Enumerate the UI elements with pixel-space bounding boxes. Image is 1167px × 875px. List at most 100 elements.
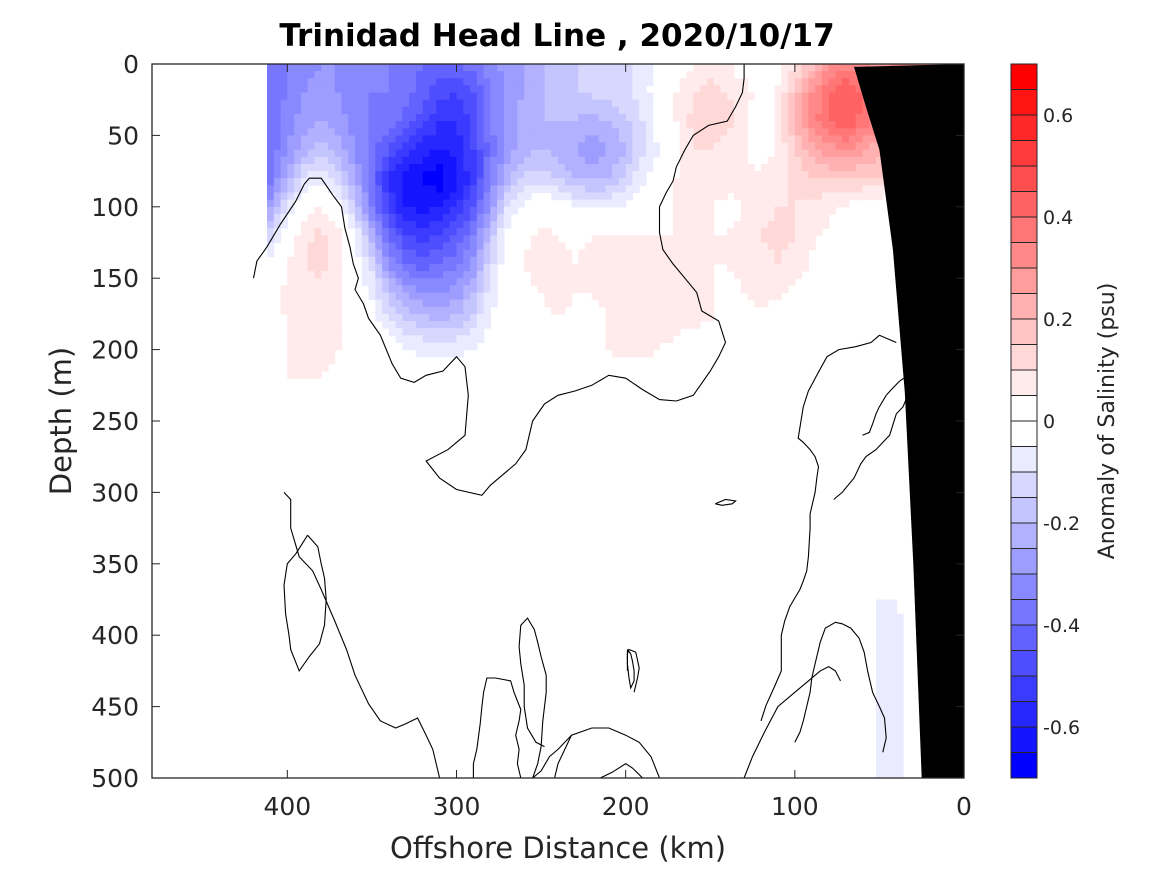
field-cell xyxy=(544,292,552,301)
field-cell xyxy=(395,99,403,108)
field-cell xyxy=(388,199,397,208)
field-cell xyxy=(686,285,694,293)
field-cell xyxy=(280,149,288,158)
field-cell xyxy=(740,78,749,86)
field-cell xyxy=(497,185,505,194)
field-cell xyxy=(382,114,390,122)
field-cell xyxy=(761,242,769,251)
field-cell xyxy=(774,92,782,101)
field-cell xyxy=(341,171,349,179)
field-cell xyxy=(314,178,322,186)
field-cell xyxy=(355,99,363,108)
field-cell xyxy=(618,235,627,244)
field-cell xyxy=(463,185,471,194)
field-cell xyxy=(429,249,437,258)
field-cell xyxy=(395,142,403,151)
field-cell xyxy=(855,156,864,165)
field-cell xyxy=(530,164,539,172)
plot-area: 400 300 200 100 0 05010015020025030035040045… xyxy=(91,50,972,821)
field-cell xyxy=(415,235,424,244)
field-cell xyxy=(382,171,390,179)
field-cell xyxy=(679,192,688,201)
field-cell xyxy=(612,256,620,265)
field-cell xyxy=(476,321,485,329)
field-cell xyxy=(436,313,444,322)
field-cell xyxy=(476,285,485,293)
field-cell xyxy=(287,349,295,358)
field-cell xyxy=(402,342,410,351)
field-cell xyxy=(267,142,275,151)
colorbar-band xyxy=(1011,191,1037,218)
field-cell xyxy=(314,256,322,265)
field-cell xyxy=(612,99,620,108)
field-cell xyxy=(314,78,322,86)
field-cell xyxy=(612,313,620,322)
field-cell xyxy=(470,328,478,336)
field-cell xyxy=(835,71,843,79)
field-cell xyxy=(395,285,403,293)
field-cell xyxy=(287,356,295,365)
field-cell xyxy=(564,64,573,72)
field-cell xyxy=(409,335,417,343)
colorbar-band xyxy=(1011,421,1037,447)
field-cell xyxy=(355,92,363,101)
field-cell xyxy=(747,192,755,201)
field-cell xyxy=(788,114,796,122)
field-cell xyxy=(321,99,329,108)
field-cell xyxy=(740,135,749,144)
field-cell xyxy=(429,92,437,101)
field-cell xyxy=(321,92,329,101)
field-cell xyxy=(618,306,627,315)
field-cell xyxy=(774,114,782,122)
field-cell xyxy=(551,85,559,94)
field-cell xyxy=(409,321,417,329)
field-cell xyxy=(388,92,397,101)
field-cell xyxy=(659,321,667,329)
field-cell xyxy=(348,213,356,222)
colorbar-tick-label: -0.4 xyxy=(1043,615,1080,637)
field-cell xyxy=(849,164,857,172)
field-cell xyxy=(287,342,295,351)
field-cell xyxy=(659,313,667,322)
field-cell xyxy=(307,278,315,286)
field-cell xyxy=(287,149,295,158)
field-cell xyxy=(355,135,363,144)
field-cell xyxy=(842,199,850,208)
field-cell xyxy=(849,128,857,136)
field-cell xyxy=(720,178,728,186)
field-cell xyxy=(300,135,309,144)
field-cell xyxy=(294,256,302,265)
field-cell xyxy=(794,256,803,265)
field-cell xyxy=(882,720,891,729)
field-cell xyxy=(700,263,708,272)
field-cell xyxy=(422,313,431,322)
field-cell xyxy=(801,64,809,72)
field-cell xyxy=(835,171,843,179)
field-cell xyxy=(490,114,498,122)
field-cell xyxy=(524,178,532,186)
field-cell xyxy=(605,256,613,265)
field-cell xyxy=(368,64,376,72)
field-cell xyxy=(334,256,343,265)
field-cell xyxy=(294,106,302,115)
colorbar-band xyxy=(1011,599,1037,626)
field-cell xyxy=(558,263,566,272)
field-cell xyxy=(842,71,850,79)
field-cell xyxy=(314,285,322,293)
field-cell xyxy=(794,114,803,122)
field-cell xyxy=(849,121,857,129)
field-cell xyxy=(693,164,701,172)
field-cell xyxy=(321,85,329,94)
field-cell xyxy=(815,171,823,179)
field-cell xyxy=(382,235,390,244)
field-cell xyxy=(449,178,458,186)
colorbar-band xyxy=(1011,293,1037,320)
field-cell xyxy=(720,171,728,179)
field-cell xyxy=(483,149,491,158)
field-cell xyxy=(673,235,681,244)
field-cell xyxy=(544,228,552,236)
field-cell xyxy=(429,221,437,229)
field-cell xyxy=(307,335,315,343)
field-cell xyxy=(821,171,830,179)
colorbar-tick-label: -0.2 xyxy=(1043,513,1080,535)
